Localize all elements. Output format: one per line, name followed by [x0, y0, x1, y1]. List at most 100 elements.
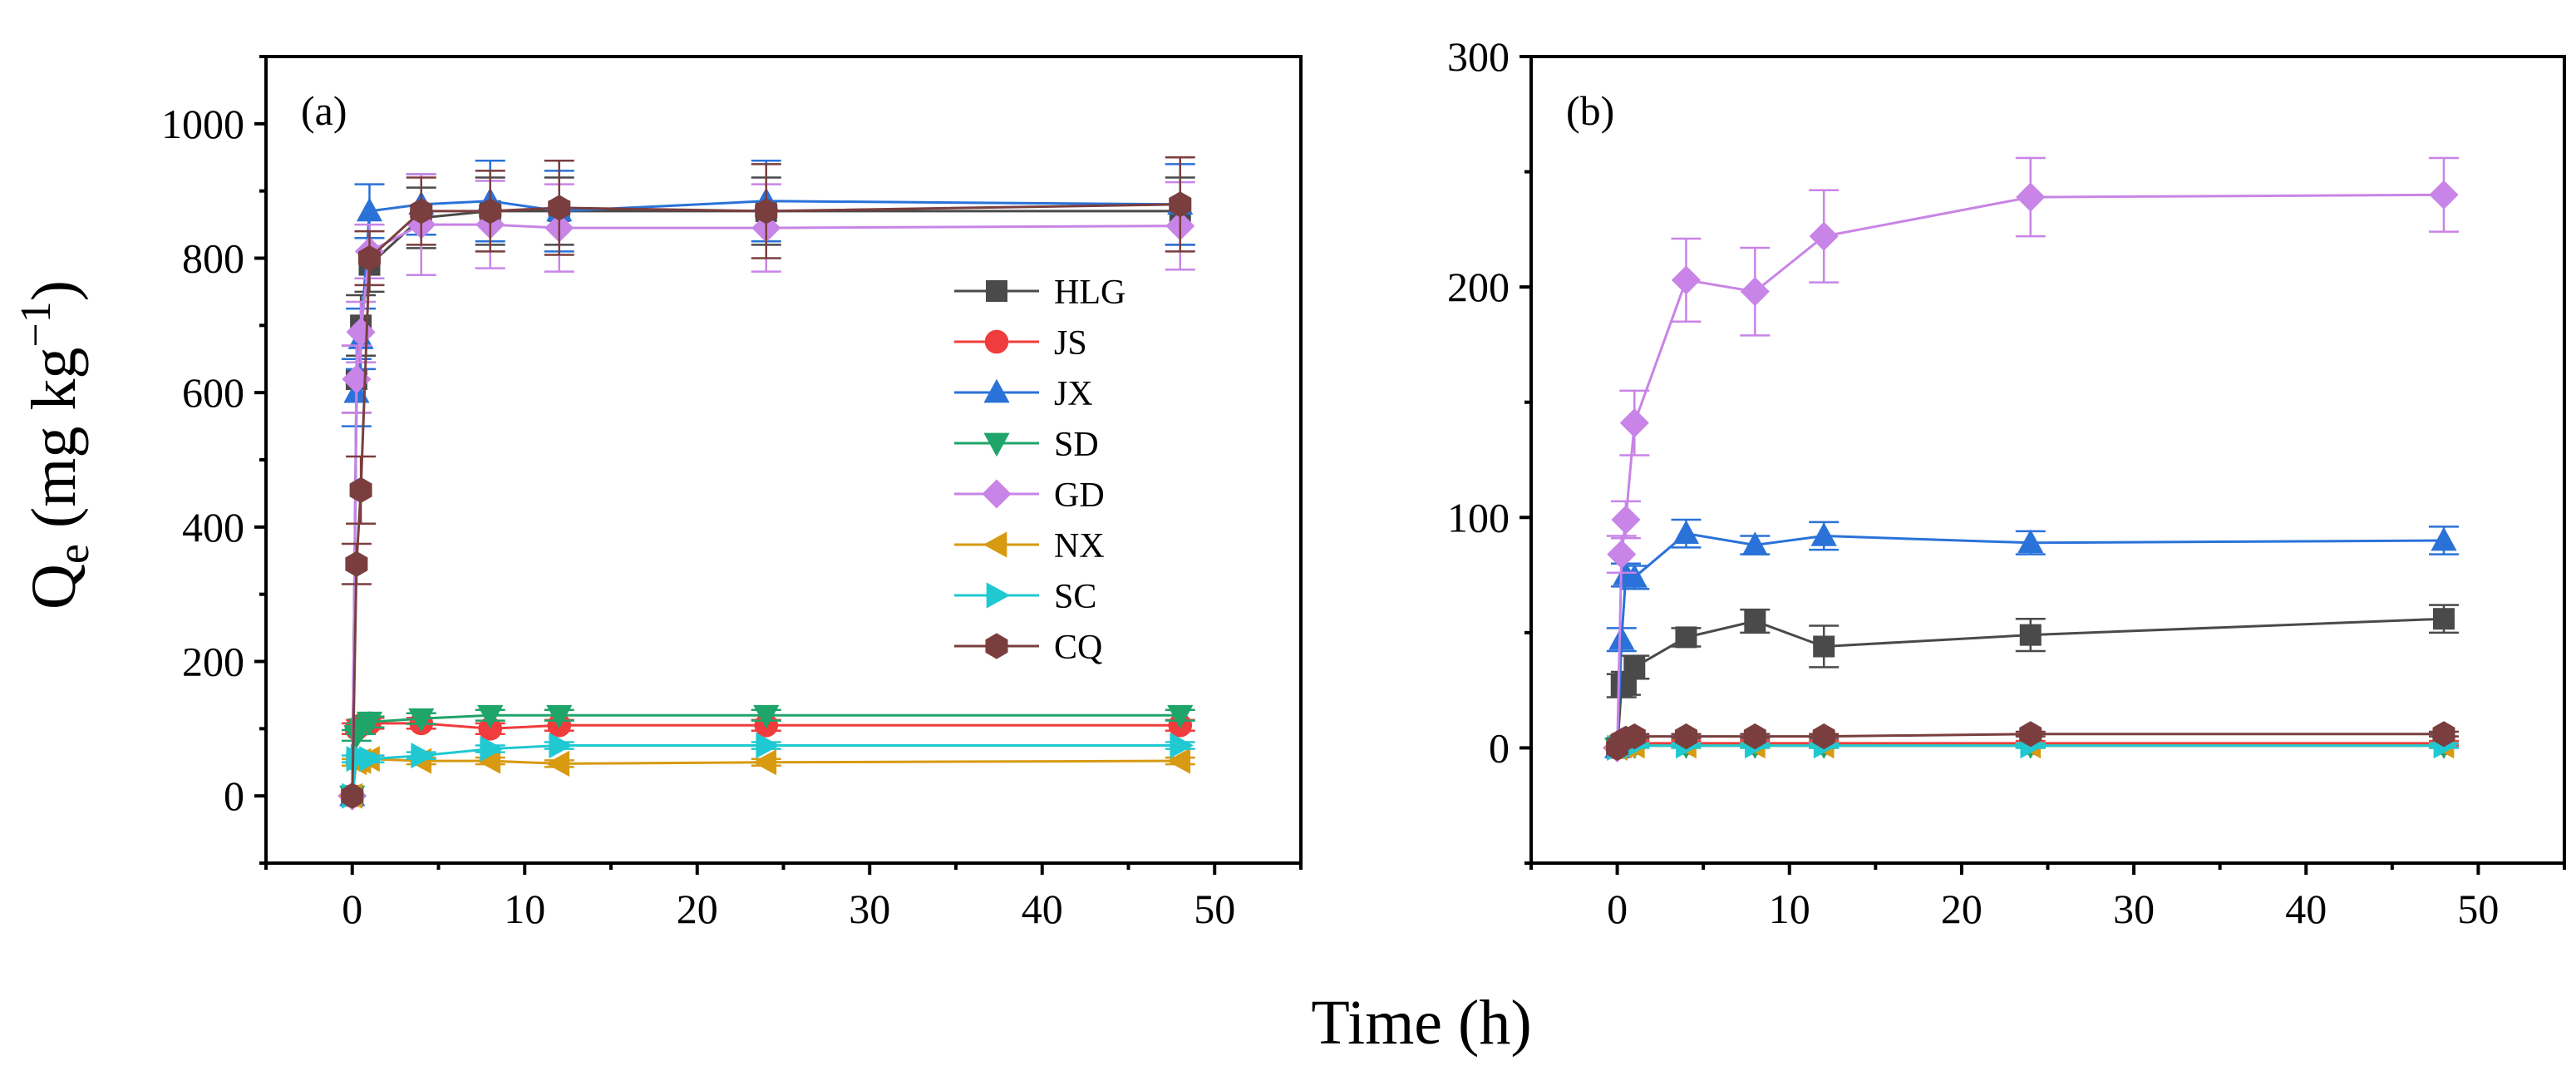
data-point [1166, 748, 1191, 774]
data-point [1744, 610, 1766, 632]
x-tick-label: 10 [1769, 886, 1810, 932]
x-tick-label: 30 [2113, 886, 2155, 932]
legend-marker [982, 479, 1012, 509]
legend-label: HLG [1054, 274, 1125, 312]
legend-label: JX [1054, 375, 1093, 413]
data-point [479, 198, 502, 225]
data-point [2016, 182, 2046, 212]
legend-label: SD [1054, 426, 1099, 464]
data-point [359, 746, 383, 772]
x-tick-label: 0 [342, 886, 362, 932]
data-point [341, 782, 364, 809]
data-point [1170, 732, 1194, 759]
y-axis-label: Qe (mg kg−1) [12, 280, 98, 609]
data-point [1675, 626, 1697, 649]
y-tick-label: 1000 [161, 101, 244, 147]
y-tick-label: 200 [1447, 264, 1510, 310]
data-point [1607, 540, 1637, 570]
data-point [2019, 624, 2042, 646]
series-hlg [1606, 604, 2459, 759]
data-point [1623, 723, 1646, 750]
panel-label: (a) [301, 87, 347, 134]
legend-label: CQ [1054, 629, 1102, 667]
x-tick-label: 0 [1607, 886, 1628, 932]
legend-item-cq: CQ [954, 629, 1102, 667]
data-point [408, 708, 435, 733]
data-point [2019, 721, 2042, 748]
legend-marker [986, 280, 1007, 302]
legend-label: GD [1054, 476, 1105, 515]
legend-item-hlg: HLG [954, 274, 1125, 312]
data-point [545, 750, 570, 777]
data-point [1608, 625, 1635, 650]
panel-a: 0 10 20 30 40 50 0 200 400 600 800 1000 (a) HLG JS JX SD… [161, 55, 1303, 932]
data-point [345, 550, 368, 577]
data-point [752, 749, 777, 776]
series-cq [1606, 721, 2459, 761]
data-point [1167, 704, 1194, 729]
panel-label: (b) [1566, 87, 1614, 134]
series-cq [341, 156, 1195, 809]
x-tick-label: 50 [1194, 886, 1235, 932]
data-point [2431, 526, 2457, 551]
legend-item-jx: JX [954, 375, 1093, 413]
y-label-main: Q [19, 564, 89, 609]
data-point [1623, 656, 1646, 679]
data-point [2429, 180, 2459, 210]
data-point [1674, 723, 1697, 750]
data-point [1809, 221, 1839, 251]
legend-marker [983, 378, 1010, 403]
x-tick-label: 10 [504, 886, 545, 932]
legend-marker [983, 432, 1010, 457]
y-tick-label: 0 [224, 772, 244, 819]
series-line [1616, 193, 2445, 748]
data-point [1812, 723, 1835, 750]
y-tick-label: 600 [182, 369, 244, 416]
data-point [1621, 564, 1648, 588]
legend-item-nx: NX [954, 527, 1105, 565]
data-point [2432, 608, 2455, 630]
data-point [546, 704, 573, 729]
legend-item-sd: SD [954, 426, 1099, 464]
y-label-sub: e [48, 544, 98, 564]
y-label-close: ) [19, 280, 89, 301]
data-point [349, 476, 372, 503]
y-tick-label: 300 [1447, 33, 1510, 80]
x-tick-label: 20 [677, 886, 718, 932]
y-label-rest: (mg kg [19, 348, 89, 544]
x-tick-label: 50 [2457, 886, 2499, 932]
data-point [477, 704, 504, 729]
x-tick-label: 30 [849, 886, 890, 932]
data-point [1619, 408, 1649, 438]
x-tick-label: 20 [1941, 886, 1982, 932]
y-tick-label: 800 [182, 235, 244, 282]
data-point [1672, 520, 1700, 545]
data-point [358, 244, 381, 272]
data-point [1611, 505, 1641, 535]
legend-item-gd: GD [954, 476, 1105, 515]
data-point [2432, 721, 2455, 748]
legend-item-sc: SC [954, 578, 1096, 616]
data-point [549, 732, 573, 759]
legend: HLG JS JX SD GD NX SC CQ [954, 274, 1125, 667]
x-tick-label: 40 [2285, 886, 2327, 932]
data-point [1810, 522, 1837, 546]
legend-label: SC [1054, 578, 1096, 616]
y-tick-label: 0 [1489, 724, 1510, 771]
data-point [1743, 723, 1766, 750]
legend-item-js: JS [954, 324, 1087, 363]
data-point [480, 735, 504, 762]
x-tick-label: 40 [1022, 886, 1063, 932]
data-point [1671, 265, 1701, 295]
data-point [1169, 191, 1192, 218]
y-tick-label: 100 [1447, 494, 1510, 540]
panel-b: 0 10 20 30 40 50 0 100 200 300 (b) [1447, 33, 2566, 932]
data-point [1740, 277, 1770, 307]
data-point [548, 195, 571, 221]
data-point [410, 198, 433, 225]
data-point [2017, 529, 2044, 554]
series-gd [1603, 156, 2459, 762]
legend-label: NX [1054, 527, 1105, 565]
legend-marker [983, 531, 1007, 558]
